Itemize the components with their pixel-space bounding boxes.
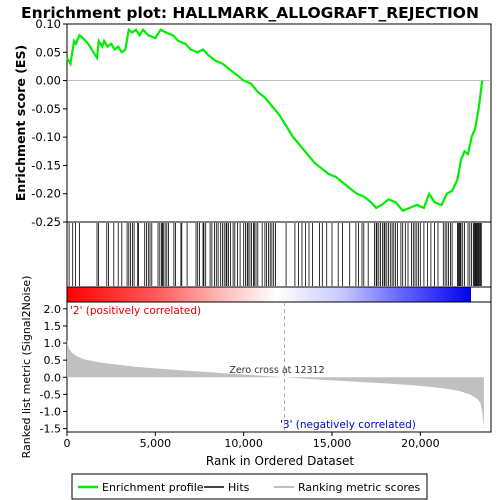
metric-y-tick-label: -1.0 xyxy=(40,405,61,418)
metric-panel: 2.0 1.5 1.0 0.5 0.0 -0.5 -1.0 -1.5 '2' (positiv… xyxy=(20,276,492,459)
metric-y-tick-label: -0.5 xyxy=(40,388,61,401)
negative-correlation-label: '3' (negatively correlated) xyxy=(280,419,416,431)
x-tick-label: 0 xyxy=(64,437,71,450)
x-tick-label: 10,000 xyxy=(224,437,263,450)
legend-enrichment-label: Enrichment profile xyxy=(102,481,204,494)
metric-y-tick-label: -1.5 xyxy=(40,423,61,436)
x-tick-label: 15,000 xyxy=(313,437,352,450)
es-panel: 0.10 0.05 0.00 -0.05 -0.10 -0.15 -0.20 -0.25 En… xyxy=(13,17,492,229)
metric-y-tick-label: 0.0 xyxy=(44,371,62,384)
hits-panel xyxy=(66,221,492,288)
es-y-axis-label: Enrichment score (ES) xyxy=(13,45,28,201)
metric-y-axis-label: Ranked list metric (Signal2Noise) xyxy=(20,276,33,459)
chart-title: Enrichment plot: HALLMARK_ALLOGRAFT_REJE… xyxy=(21,4,479,22)
x-axis: 0 5,000 10,000 15,000 20,000 xyxy=(64,432,440,450)
metric-y-tick-label: 1.0 xyxy=(44,337,62,350)
es-plot-frame xyxy=(66,23,492,223)
metric-y-tick-label: 0.5 xyxy=(44,354,62,367)
ranking-metric-area xyxy=(67,339,484,427)
positive-correlation-label: '2' (positively correlated) xyxy=(70,305,201,317)
enrichment-profile-line xyxy=(66,27,484,213)
es-y-tick-label: 0.00 xyxy=(35,74,61,88)
es-y-tick-label: -0.05 xyxy=(31,102,61,116)
legend-box xyxy=(71,473,428,500)
legend: Enrichment profile Hits Ranking metric s… xyxy=(71,473,428,500)
es-y-tick-label: -0.15 xyxy=(31,158,61,172)
zero-cross-label: Zero cross at 12312 xyxy=(229,365,324,376)
metric-y-tick-label: 2.0 xyxy=(44,303,62,316)
metric-y-tick-label: 1.5 xyxy=(44,320,62,333)
es-y-tick-label: 0.10 xyxy=(35,17,61,31)
es-y-tick-label: -0.25 xyxy=(31,215,61,229)
metric-y-axis: 2.0 1.5 1.0 0.5 0.0 -0.5 -1.0 -1.5 xyxy=(40,303,67,436)
hit-markers xyxy=(68,223,482,286)
x-tick-label: 5,000 xyxy=(140,437,172,450)
es-y-tick-label: -0.10 xyxy=(31,130,61,144)
x-axis-label: Rank in Ordered Dataset xyxy=(206,454,354,468)
legend-metric-label: Ranking metric scores xyxy=(298,481,420,494)
es-y-axis: 0.10 0.05 0.00 -0.05 -0.10 -0.15 -0.20 -0.25 xyxy=(31,17,67,229)
x-tick-label: 20,000 xyxy=(401,437,440,450)
ranking-heatmap xyxy=(66,286,492,303)
es-y-tick-label: 0.05 xyxy=(35,45,61,59)
heatmap-bar xyxy=(67,287,471,302)
legend-hits-label: Hits xyxy=(228,481,250,494)
es-y-tick-label: -0.20 xyxy=(31,187,61,201)
